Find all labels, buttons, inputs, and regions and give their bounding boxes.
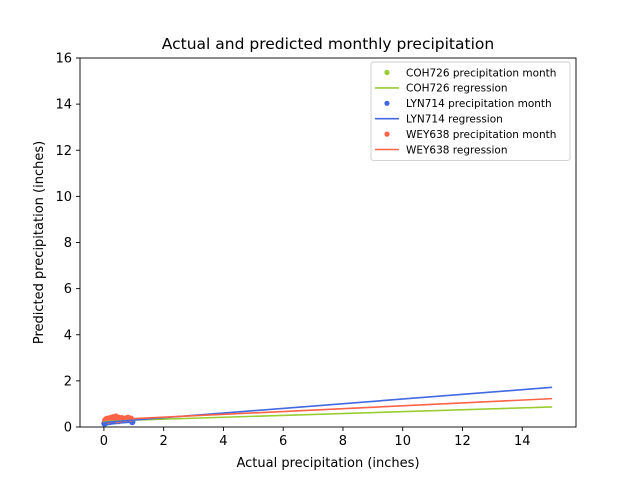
y-axis: 0 2 4 6 8 10 12 14 16 (55, 52, 80, 436)
legend-marker-point (384, 131, 390, 137)
regression-line-coh726 (103, 406, 553, 422)
x-tick-label: 14 (514, 434, 531, 449)
legend-label: LYN714 regression (406, 114, 503, 126)
legend-label: COH726 precipitation month (406, 67, 556, 79)
y-tick-label: 6 (64, 282, 72, 297)
x-tick-label: 0 (100, 434, 108, 449)
chart-title: Actual and predicted monthly precipitati… (162, 35, 494, 53)
x-tick-label: 10 (394, 434, 411, 449)
legend-label: WEY638 regression (406, 144, 508, 156)
y-tick-label: 2 (64, 374, 72, 389)
legend-box (370, 61, 571, 161)
x-axis: 0 2 4 6 8 10 12 14 (100, 427, 531, 449)
x-tick-label: 8 (339, 434, 347, 449)
y-tick-label: 10 (55, 190, 72, 205)
y-tick-label: 14 (55, 98, 72, 113)
y-axis-label: Predicted precipitation (inches) (32, 141, 47, 344)
regression-line-wey638 (103, 397, 553, 421)
y-tick-label: 0 (64, 421, 72, 436)
series-layer (101, 386, 553, 427)
x-tick-label: 4 (219, 434, 227, 449)
y-tick-label: 16 (55, 52, 72, 67)
x-tick-label: 2 (160, 434, 168, 449)
y-tick-label: 8 (64, 236, 72, 251)
legend-label: LYN714 precipitation month (406, 98, 552, 110)
y-tick-label: 12 (55, 144, 72, 159)
y-tick-label: 4 (64, 328, 72, 343)
x-tick-label: 12 (454, 434, 471, 449)
legend-label: COH726 regression (406, 83, 508, 95)
x-tick-label: 6 (279, 434, 287, 449)
legend: COH726 precipitation month COH726 regress… (370, 61, 571, 161)
legend-label: WEY638 precipitation month (406, 129, 556, 141)
x-axis-label: Actual precipitation (inches) (236, 456, 419, 471)
legend-marker-point (384, 69, 390, 76)
legend-marker-point (384, 100, 390, 106)
